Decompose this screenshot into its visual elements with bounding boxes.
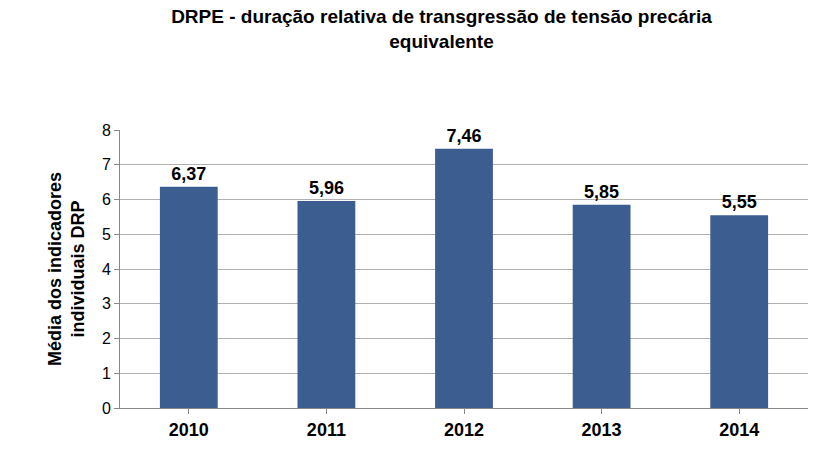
svg-text:2012: 2012: [444, 420, 484, 440]
svg-text:2014: 2014: [719, 420, 759, 440]
svg-text:6: 6: [102, 191, 111, 208]
svg-text:2013: 2013: [582, 420, 622, 440]
svg-text:2: 2: [102, 330, 111, 347]
svg-text:8: 8: [102, 122, 111, 139]
svg-text:7: 7: [102, 156, 111, 173]
svg-text:3: 3: [102, 295, 111, 312]
svg-text:5,85: 5,85: [584, 182, 619, 202]
svg-text:1: 1: [102, 365, 111, 382]
svg-text:5,55: 5,55: [722, 192, 757, 212]
svg-text:6,37: 6,37: [171, 164, 206, 184]
svg-text:4: 4: [102, 261, 111, 278]
svg-text:2010: 2010: [169, 420, 209, 440]
svg-text:Média dos indicadoresindividua: Média dos indicadoresindividuais DRP: [45, 172, 88, 366]
svg-text:0: 0: [102, 400, 111, 417]
svg-text:2011: 2011: [307, 420, 346, 440]
svg-text:DRPE - duração relativa de tra: DRPE - duração relativa de transgressão …: [171, 6, 712, 52]
svg-text:5: 5: [102, 226, 111, 243]
svg-text:7,46: 7,46: [446, 126, 481, 146]
svg-text:5,96: 5,96: [309, 178, 344, 198]
